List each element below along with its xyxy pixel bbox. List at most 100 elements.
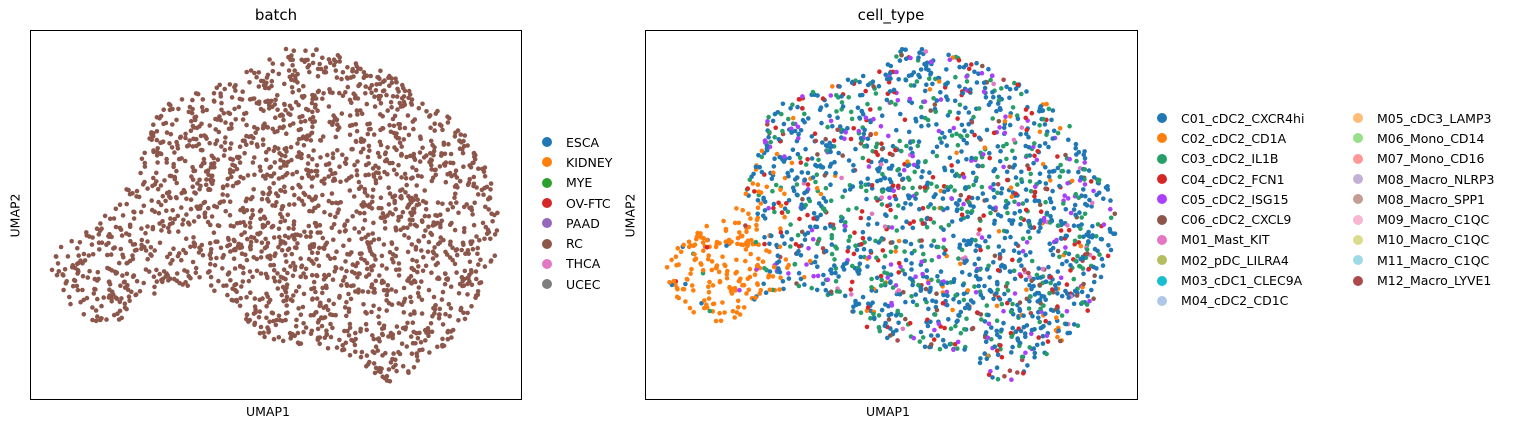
cell-type-point: [857, 79, 862, 85]
batch-point: [251, 96, 257, 101]
cell-type-point: [979, 235, 985, 240]
batch-point: [396, 261, 402, 266]
batch-point: [247, 269, 253, 274]
cell-type-point: [802, 282, 807, 287]
cell-type-point: [1047, 196, 1053, 201]
cell-type-point: [1007, 95, 1012, 101]
cell-type-point: [973, 290, 979, 295]
cell-type-point: [671, 278, 677, 284]
batch-point: [231, 256, 237, 261]
batch-point: [331, 222, 337, 227]
cell-type-point: [931, 337, 937, 342]
batch-point: [264, 303, 269, 309]
batch-point: [162, 178, 167, 183]
cell-type-point: [869, 276, 874, 282]
cell-type-point: [958, 192, 964, 198]
batch-point: [373, 344, 379, 350]
cell-type-point: [741, 305, 747, 310]
cell-type-point: [1029, 258, 1035, 264]
batch-point: [208, 274, 214, 280]
cell-type-point: [944, 94, 949, 99]
batch-point: [339, 283, 344, 288]
cell-type-point: [976, 283, 981, 289]
cell-type-point: [874, 255, 879, 261]
cell-type-point: [780, 128, 785, 134]
batch-point: [263, 150, 269, 155]
batch-point: [415, 290, 421, 296]
cell-type-point: [802, 177, 807, 183]
batch-point: [286, 235, 291, 240]
batch-point: [283, 145, 289, 151]
cell-type-point: [865, 82, 871, 88]
cell-type-point: [953, 323, 958, 329]
cell-type-point: [928, 108, 933, 113]
cell-type-point: [1029, 331, 1034, 337]
batch-point: [101, 295, 106, 300]
cell-type-point: [839, 100, 845, 105]
batch-point: [58, 244, 64, 250]
cell-type-point: [910, 139, 916, 144]
batch-point: [426, 224, 431, 230]
cell-type-point: [812, 259, 818, 265]
batch-point: [227, 199, 233, 204]
batch-point: [109, 289, 115, 295]
cell-type-point: [1004, 229, 1010, 234]
cell-type-point: [855, 105, 861, 110]
cell-type-point: [756, 189, 761, 195]
cell-type-point: [990, 375, 995, 380]
batch-point: [309, 250, 315, 255]
cell-type-point: [879, 162, 884, 167]
cell-type-point: [968, 239, 974, 245]
cell-type-point: [1012, 291, 1018, 296]
cell-type-point: [923, 286, 929, 292]
cell-type-point: [790, 147, 796, 153]
batch-point: [471, 222, 477, 228]
batch-point: [366, 172, 372, 177]
batch-point: [62, 267, 68, 272]
batch-point: [359, 236, 364, 242]
cell-type-point: [760, 259, 766, 264]
legend-marker-icon: [1157, 234, 1167, 245]
cell-type-point: [882, 176, 888, 181]
cell-type-point: [812, 131, 818, 136]
batch-point: [452, 227, 458, 233]
batch-point: [233, 287, 238, 293]
cell-type-point: [740, 207, 745, 213]
batch-point: [461, 283, 467, 288]
cell-type-point: [817, 107, 823, 113]
batch-point: [281, 267, 287, 272]
batch-point: [314, 163, 320, 168]
batch-point: [176, 106, 181, 112]
batch-point: [492, 253, 498, 258]
batch-point: [243, 198, 249, 204]
batch-point: [407, 217, 413, 222]
batch-point: [259, 196, 265, 202]
cell-type-point: [767, 241, 772, 247]
cell-type-point: [1012, 211, 1017, 216]
cell-type-point: [919, 47, 925, 52]
batch-point: [369, 267, 375, 273]
batch-point: [322, 315, 328, 320]
batch-point: [373, 365, 379, 371]
batch-point: [413, 247, 419, 252]
cell-type-point: [1019, 91, 1024, 97]
cell-type-point: [964, 133, 970, 138]
legend-marker-icon: [1353, 255, 1363, 266]
cell-type-point: [1112, 211, 1118, 217]
cell-type-point: [753, 164, 759, 170]
cell-type-point: [1064, 291, 1070, 296]
cell-type-point: [1037, 129, 1043, 135]
cell-type-point: [796, 135, 801, 141]
batch-point: [435, 344, 440, 350]
cell-type-point: [1083, 193, 1088, 199]
batch-point: [150, 226, 156, 232]
cell-type-point: [999, 301, 1005, 307]
batch-point: [130, 256, 136, 262]
legend-label: RC: [566, 236, 583, 252]
batch-point: [446, 301, 452, 307]
cell-type-point: [941, 245, 946, 250]
batch-point: [480, 220, 486, 226]
batch-point: [350, 66, 356, 72]
batch-point: [426, 239, 432, 245]
batch-point: [111, 216, 117, 221]
